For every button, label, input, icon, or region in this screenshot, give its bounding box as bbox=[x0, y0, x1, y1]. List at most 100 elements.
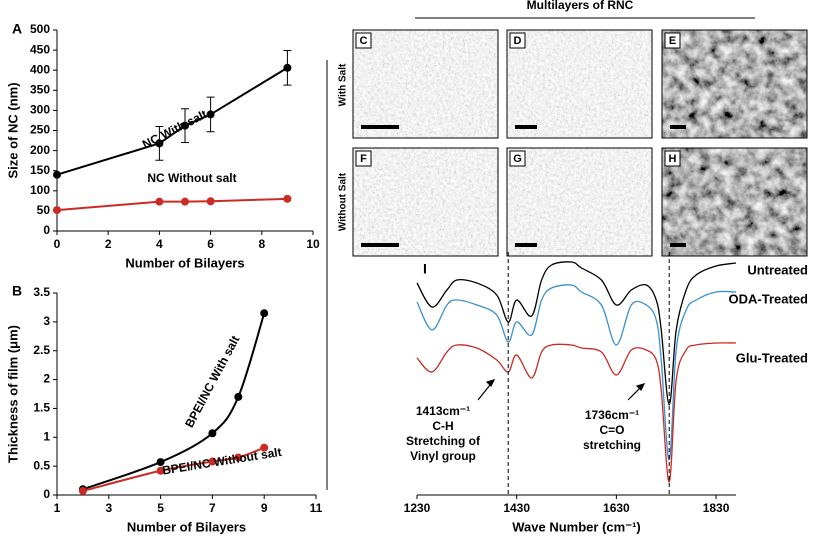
annotation: stretching bbox=[583, 438, 641, 452]
panel-label: B bbox=[12, 283, 22, 299]
legend-label: Glu-Treated bbox=[736, 350, 808, 365]
y-tick-label: 3.5 bbox=[33, 285, 50, 299]
scale-bar bbox=[361, 243, 399, 247]
y-tick-label: 50 bbox=[37, 203, 51, 217]
y-tick-label: 200 bbox=[30, 143, 50, 157]
image-label: D bbox=[514, 35, 522, 47]
image-label: F bbox=[360, 153, 367, 165]
x-tick-label: 10 bbox=[306, 237, 320, 251]
micrograph-frame bbox=[661, 147, 808, 257]
y-tick-label: 0 bbox=[43, 487, 50, 501]
scale-bar bbox=[361, 125, 399, 129]
point bbox=[260, 309, 269, 318]
x-tick-label: 5 bbox=[157, 501, 164, 515]
y-tick-label: 400 bbox=[30, 62, 50, 76]
y-tick-label: 1 bbox=[43, 429, 50, 443]
label-box bbox=[509, 32, 526, 49]
y-tick-label: 250 bbox=[30, 123, 50, 137]
image-label: C bbox=[360, 35, 368, 47]
spectrum bbox=[416, 342, 737, 483]
line bbox=[56, 66, 288, 176]
header: Multilayers of RNC bbox=[527, 0, 634, 12]
annotation: 1413cm⁻¹ bbox=[416, 404, 470, 418]
point bbox=[283, 63, 292, 72]
point bbox=[181, 121, 189, 130]
micrograph bbox=[662, 148, 807, 256]
x-tick-label: 1230 bbox=[404, 501, 431, 515]
x-axis-label: Number of Bilayers bbox=[125, 255, 244, 270]
scale-bar bbox=[515, 243, 537, 247]
point bbox=[156, 466, 165, 475]
annotation: Vinyl group bbox=[410, 449, 476, 463]
y-tick-label: 2 bbox=[43, 372, 50, 386]
scale-bar bbox=[515, 125, 537, 129]
point bbox=[155, 197, 164, 206]
point bbox=[156, 458, 165, 467]
point bbox=[206, 110, 215, 119]
y-tick-label: 2.5 bbox=[33, 343, 50, 357]
y-tick-label: 350 bbox=[30, 82, 50, 96]
point bbox=[155, 139, 164, 148]
point bbox=[53, 170, 61, 179]
point bbox=[260, 443, 269, 452]
label-box bbox=[509, 150, 526, 167]
point bbox=[181, 197, 189, 206]
point bbox=[283, 194, 292, 203]
y-tick-label: 150 bbox=[30, 163, 50, 177]
annotation: 1736cm⁻¹ bbox=[585, 408, 639, 422]
y-tick-label: 0 bbox=[43, 223, 50, 237]
y-tick-label: 1.5 bbox=[33, 401, 50, 415]
panel-label: I bbox=[423, 261, 427, 277]
x-tick-label: 2 bbox=[105, 237, 112, 251]
label-box bbox=[664, 32, 681, 49]
annotation: C-H bbox=[432, 419, 453, 433]
y-tick-label: 0.5 bbox=[33, 458, 50, 472]
annotation: Stretching of bbox=[406, 434, 481, 448]
legend-label: Untreated bbox=[747, 262, 808, 277]
x-tick-label: 8 bbox=[258, 237, 265, 251]
x-tick-label: 9 bbox=[261, 501, 268, 515]
micrograph bbox=[353, 148, 498, 256]
x-tick-label: 1630 bbox=[603, 501, 630, 515]
micrograph bbox=[507, 30, 652, 138]
row-label: With Salt bbox=[338, 63, 349, 106]
y-axis-label: Size of NC (nm) bbox=[5, 82, 20, 178]
image-label: E bbox=[669, 35, 676, 47]
x-axis-label: Number of Bilayers bbox=[127, 519, 246, 534]
image-label: G bbox=[513, 153, 522, 165]
x-tick-label: 0 bbox=[54, 237, 61, 251]
label-box bbox=[355, 150, 372, 167]
x-axis-label: Wave Number (cm⁻¹) bbox=[512, 519, 640, 534]
scale-bar bbox=[670, 125, 686, 129]
x-tick-label: 1 bbox=[54, 501, 61, 515]
point bbox=[234, 453, 243, 462]
point bbox=[206, 197, 215, 206]
micrograph-frame bbox=[506, 147, 653, 257]
row-label: Without Salt bbox=[338, 172, 349, 231]
micrograph-frame bbox=[352, 29, 499, 139]
y-axis-label: Thickness of film (μm) bbox=[5, 325, 20, 463]
panel-label: A bbox=[12, 21, 22, 37]
micrographs: C D E F G H bbox=[352, 29, 808, 257]
point bbox=[208, 457, 217, 466]
series-label: NC With salt bbox=[140, 107, 209, 152]
series-label: NC Without salt bbox=[147, 171, 236, 185]
y-tick-label: 3 bbox=[43, 314, 50, 328]
line bbox=[56, 197, 288, 212]
micrograph-frame bbox=[661, 29, 808, 139]
y-tick-label: 300 bbox=[30, 103, 50, 117]
label-box bbox=[355, 32, 372, 49]
legend-label: ODA-Treated bbox=[729, 291, 809, 306]
x-tick-label: 1430 bbox=[503, 501, 530, 515]
annotation: C=O bbox=[599, 423, 624, 437]
spectrum bbox=[416, 261, 737, 406]
series-label: BPEI/NC With salt bbox=[182, 333, 242, 430]
point bbox=[234, 392, 243, 401]
spectrum bbox=[416, 284, 737, 461]
point bbox=[53, 206, 61, 215]
micrograph-frame bbox=[506, 29, 653, 139]
arrows bbox=[477, 379, 646, 401]
point bbox=[208, 429, 217, 438]
label-box bbox=[664, 150, 681, 167]
